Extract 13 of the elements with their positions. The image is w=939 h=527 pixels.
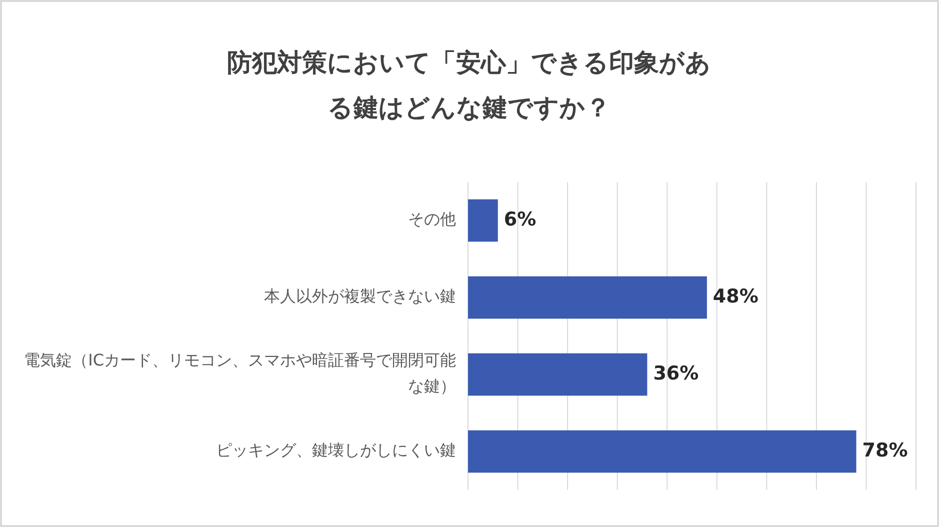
y-tick-label: その他 (408, 210, 456, 229)
bar (468, 199, 498, 242)
bar (468, 276, 707, 319)
chart-title: 防犯対策において「安心」できる印象がある鍵はどんな鍵ですか？ (227, 48, 711, 122)
data-label: 48% (712, 286, 758, 308)
y-tick-label: 本人以外が複製できない鍵 (264, 286, 456, 306)
data-label: 78% (862, 440, 908, 462)
bar (468, 430, 856, 473)
y-tick-label: 電気錠（ICカード、リモコン、スマホや暗証番号で開閉可能な鍵） (24, 350, 456, 396)
data-label: 36% (653, 362, 699, 385)
y-tick-label: ピッキング、鍵壊しがしにくい鍵 (216, 440, 456, 460)
bar (468, 353, 648, 396)
data-label: 6% (504, 208, 536, 231)
